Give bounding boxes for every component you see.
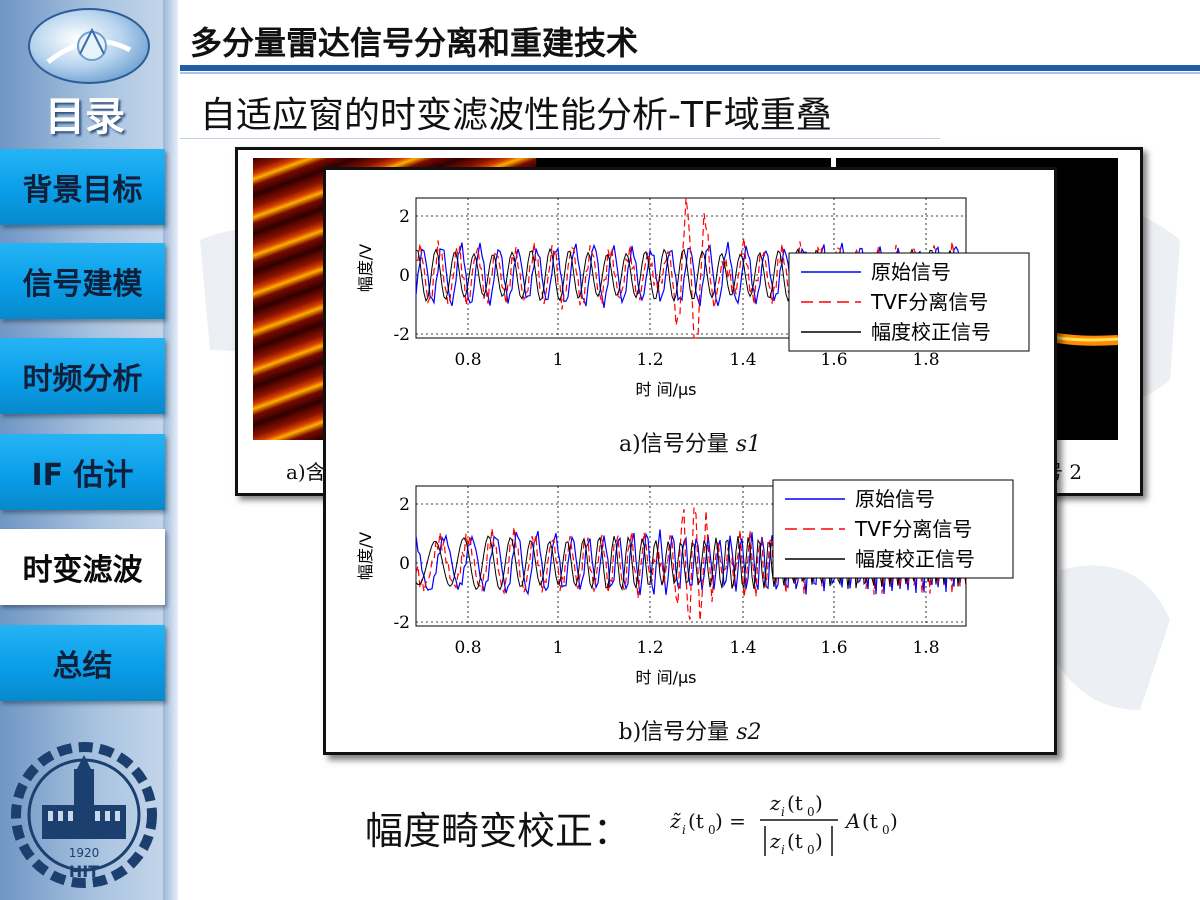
legend-s1: 原始信号 TVF分离信号 幅度校正信号	[788, 252, 1030, 352]
legend-label: TVF分离信号	[854, 517, 972, 541]
hit-seal-icon: 1920 HIT	[11, 742, 157, 888]
plot-s1: 原始信号 TVF分离信号 幅度校正信号 0.8 1 1.2 1.4 1.6 1.…	[356, 197, 1030, 399]
x-tick: 0.8	[454, 350, 481, 370]
y-axis-label: 幅度/V	[356, 532, 375, 580]
sidebar-edge	[163, 0, 178, 900]
series-corrected-s2	[415, 535, 967, 592]
svg-text:): )	[890, 809, 898, 833]
svg-text:(t: (t	[688, 809, 704, 833]
figure-caption-s1: a)信号分量 s1	[326, 426, 1054, 458]
series-tvf-s2	[415, 507, 967, 621]
x-tick: 1.6	[820, 638, 847, 658]
university-logo-icon	[28, 8, 150, 84]
nav-item-label: IF 估计	[31, 458, 134, 493]
caption-prefix: b)信号分量	[618, 720, 730, 745]
nav-item-label: 信号建模	[22, 267, 143, 302]
header-divider-light	[180, 72, 1200, 74]
plot-s2: 原始信号 TVF分离信号 幅度校正信号 0.8 1 1.2 1.4 1.6 1.…	[356, 479, 1014, 687]
svg-text:0: 0	[807, 843, 815, 857]
seal-year: 1920	[69, 846, 100, 860]
x-tick: 1.2	[636, 350, 663, 370]
subtitle-divider	[180, 138, 940, 139]
svg-text:A: A	[844, 809, 860, 833]
legend-label: 原始信号	[871, 260, 951, 284]
y-tick: 2	[399, 495, 410, 515]
svg-text:z: z	[769, 829, 781, 853]
x-tick: 1.6	[820, 350, 847, 370]
caption-prefix: a)信号分量	[619, 432, 729, 457]
nav-item-signal-model[interactable]: 信号建模	[0, 243, 165, 319]
nav-item-label: 总结	[52, 649, 113, 684]
y-tick: -2	[393, 325, 410, 345]
svg-text:z: z	[769, 791, 781, 815]
sidebar: 目录 背景目标 信号建模 时频分析 IF 估计 时变滤波 总结 1920 HIT	[0, 0, 178, 900]
legend-label: 原始信号	[855, 487, 935, 511]
y-tick: 0	[399, 554, 410, 574]
seal-text: HIT	[69, 862, 99, 881]
svg-text:0: 0	[882, 823, 890, 837]
x-tick: 1.4	[729, 638, 756, 658]
x-tick: 0.8	[454, 638, 481, 658]
svg-text:z̃: z̃	[670, 809, 681, 833]
legend-label: 幅度校正信号	[855, 547, 975, 571]
svg-text:): )	[815, 829, 823, 853]
slide-subtitle: 自适应窗的时变滤波性能分析-TF域重叠	[200, 95, 832, 136]
nav-item-tv-filtering[interactable]: 时变滤波	[0, 529, 165, 605]
x-tick: 1.4	[729, 350, 756, 370]
nav-item-summary[interactable]: 总结	[0, 625, 165, 701]
svg-text:i: i	[682, 823, 686, 837]
svg-text:0: 0	[807, 805, 815, 819]
x-tick: 1.8	[912, 638, 939, 658]
caption-variable: s2	[736, 720, 762, 745]
x-tick: 1	[553, 350, 564, 370]
svg-text:(t: (t	[787, 829, 803, 853]
separated-signal-figure: 原始信号 TVF分离信号 幅度校正信号 0.8 1 1.2 1.4 1.6 1.…	[323, 167, 1057, 755]
svg-text:i: i	[781, 805, 785, 819]
formula-label: 幅度畸变校正：	[365, 809, 632, 853]
nav-item-label: 时频分析	[22, 362, 143, 397]
x-axis-label: 时 间/μs	[636, 380, 697, 399]
x-tick: 1	[553, 638, 564, 658]
y-tick: 2	[399, 207, 410, 227]
nav-item-background[interactable]: 背景目标	[0, 149, 165, 225]
nav-item-tf-analysis[interactable]: 时频分析	[0, 338, 165, 414]
y-tick: 0	[399, 266, 410, 286]
page-title: 多分量雷达信号分离和重建技术	[190, 24, 639, 62]
figure-caption-s2: b)信号分量 s2	[326, 714, 1054, 746]
svg-text:0: 0	[708, 823, 716, 837]
legend-label: 幅度校正信号	[871, 320, 991, 344]
y-tick: -2	[393, 613, 410, 633]
x-tick: 1.2	[636, 638, 663, 658]
svg-text:): )	[815, 791, 823, 815]
toc-title: 目录	[45, 94, 125, 140]
x-tick: 1.8	[912, 350, 939, 370]
header-divider	[180, 65, 1200, 71]
nav-item-if-estimation[interactable]: IF 估计	[0, 434, 165, 510]
svg-text:(t: (t	[787, 791, 803, 815]
legend-s2: 原始信号 TVF分离信号 幅度校正信号	[772, 479, 1014, 579]
x-axis-label: 时 间/μs	[636, 668, 697, 687]
svg-text:i: i	[781, 843, 785, 857]
caption-variable: s1	[735, 432, 761, 457]
nav-item-label: 背景目标	[22, 173, 143, 208]
nav-item-label: 时变滤波	[22, 553, 143, 588]
svg-text:) =: ) =	[715, 809, 746, 833]
back-caption-left: a)含	[286, 460, 326, 484]
y-axis-label: 幅度/V	[356, 244, 375, 292]
legend-label: TVF分离信号	[870, 290, 988, 314]
svg-text:(t: (t	[862, 809, 878, 833]
